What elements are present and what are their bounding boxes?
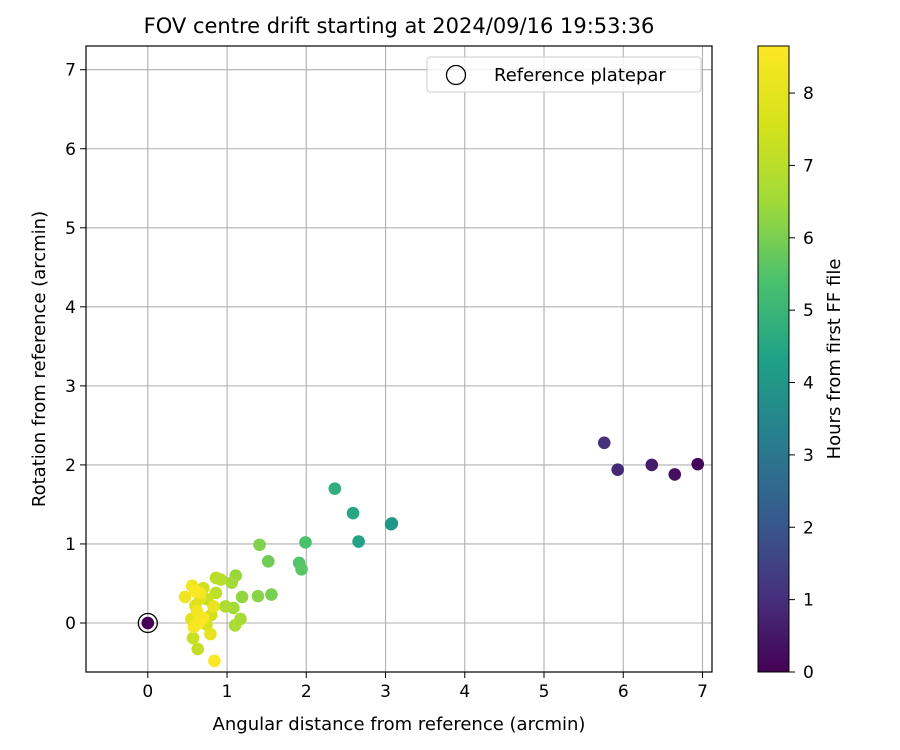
data-points	[178, 436, 705, 668]
colorbar-tick-label: 3	[803, 446, 814, 466]
legend-entry-reference: Reference platepar	[494, 65, 666, 86]
data-point	[384, 517, 398, 531]
y-tick-label: 3	[65, 377, 76, 397]
colorbar-gradient	[757, 45, 790, 673]
data-point	[346, 506, 360, 520]
data-point	[219, 600, 232, 613]
colorbar-tick-label: 2	[803, 518, 814, 538]
data-point	[207, 600, 220, 613]
data-point	[668, 468, 682, 481]
legend-box	[426, 56, 702, 93]
legend: Reference platepar	[426, 56, 702, 93]
colorbar-tick-label: 7	[803, 156, 814, 176]
y-tick-label: 5	[65, 219, 76, 239]
x-tick-label: 4	[459, 682, 470, 702]
x-tick-label: 6	[618, 682, 629, 702]
x-tick-label: 0	[142, 682, 153, 702]
colorbar-tick-label: 0	[803, 663, 814, 683]
data-point	[235, 590, 249, 604]
data-point	[295, 562, 308, 576]
data-point	[189, 585, 202, 598]
data-point	[611, 463, 625, 476]
y-tick-label: 4	[65, 298, 76, 318]
reference-point-ring	[137, 612, 158, 634]
plot-frame	[85, 45, 713, 673]
data-point	[265, 588, 278, 601]
reference-marker	[137, 612, 158, 634]
colorbar-tick-label: 4	[803, 374, 814, 394]
y-axis-ticks: 0 1 2 3 4 5 6 7	[65, 61, 86, 634]
reference-point-dot	[141, 616, 155, 630]
data-point	[192, 616, 205, 630]
data-point	[191, 642, 205, 656]
y-tick-label: 1	[65, 535, 76, 555]
data-point	[209, 571, 223, 585]
data-point	[186, 631, 200, 645]
colorbar: 0 1 2 3 4 5 6 7 8 Hours from first FF file	[757, 45, 845, 683]
colorbar-ticks: 0 1 2 3 4 5 6 7 8	[789, 84, 814, 683]
data-point	[228, 619, 242, 632]
y-tick-label: 2	[65, 456, 76, 476]
y-tick-label: 0	[65, 614, 76, 634]
x-tick-label: 1	[222, 682, 233, 702]
y-tick-label: 6	[65, 140, 76, 160]
data-point	[251, 589, 265, 603]
data-point	[204, 627, 217, 641]
colorbar-tick-label: 5	[803, 301, 814, 321]
x-tick-label: 7	[697, 682, 708, 702]
data-point	[645, 458, 659, 472]
data-point	[597, 436, 611, 450]
data-point	[261, 555, 275, 568]
data-point	[691, 457, 705, 471]
data-point	[209, 586, 223, 600]
x-axis-ticks: 0 1 2 3 4 5 6 7	[142, 672, 708, 702]
data-point	[299, 536, 312, 549]
chart-title: FOV centre drift starting at 2024/09/16 …	[144, 14, 655, 38]
x-tick-label: 5	[539, 682, 550, 702]
colorbar-tick-label: 1	[803, 591, 814, 611]
grid-lines	[86, 46, 712, 672]
data-point	[352, 535, 365, 548]
data-point	[253, 538, 266, 552]
data-point	[208, 654, 221, 668]
x-tick-label: 2	[301, 682, 312, 702]
x-axis-label: Angular distance from reference (arcmin)	[213, 714, 586, 735]
y-axis-label: Rotation from reference (arcmin)	[29, 211, 50, 507]
data-point	[178, 590, 192, 604]
colorbar-label: Hours from first FF file	[824, 259, 845, 460]
data-point	[225, 576, 239, 589]
colorbar-tick-label: 8	[803, 84, 814, 104]
data-point	[328, 482, 342, 495]
y-tick-label: 7	[65, 61, 76, 81]
x-tick-label: 3	[380, 682, 391, 702]
legend-reference-marker	[445, 64, 467, 86]
colorbar-tick-label: 6	[803, 229, 814, 249]
